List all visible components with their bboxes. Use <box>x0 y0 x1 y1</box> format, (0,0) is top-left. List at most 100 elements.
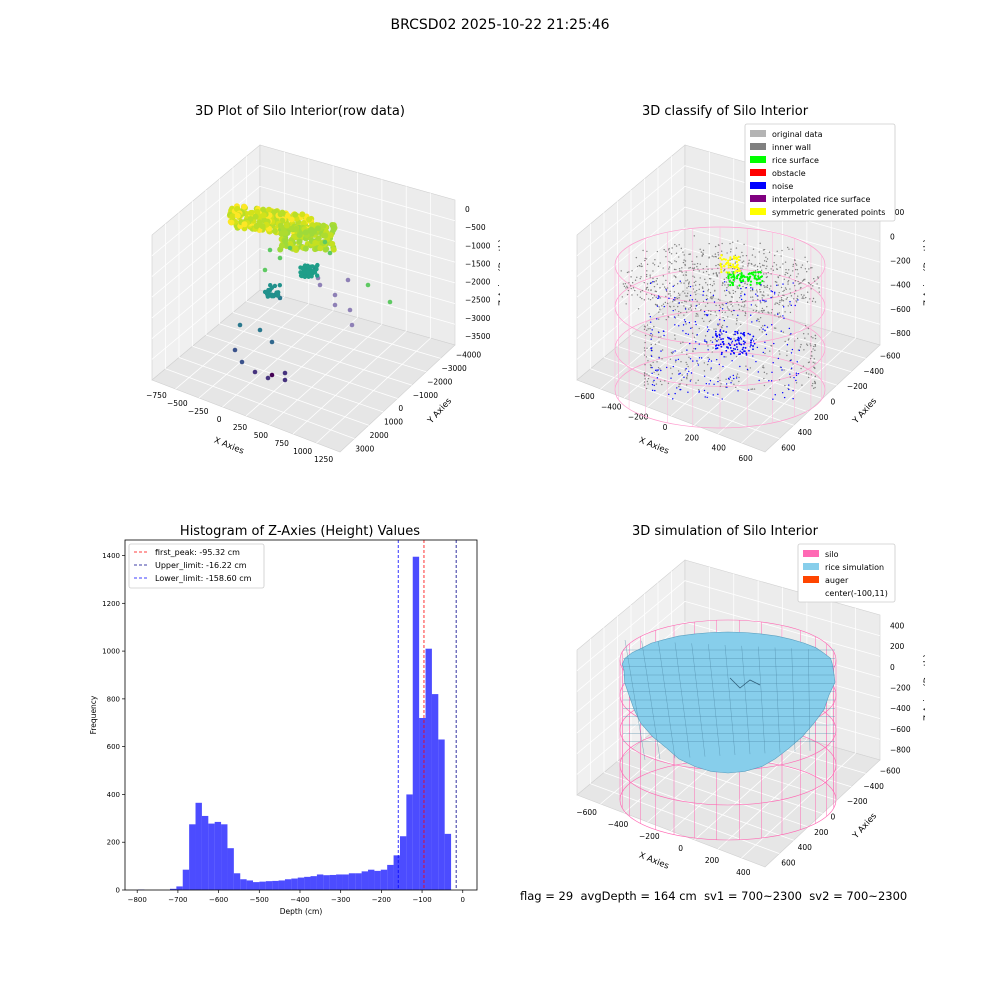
hist-bar <box>259 881 266 890</box>
p2-noise-point <box>730 349 733 352</box>
p2-rice-point <box>731 283 735 287</box>
p2-noise-point <box>721 351 723 354</box>
p2-wall-point <box>659 380 662 383</box>
p2-wall-point <box>636 265 639 268</box>
p2-wall-point <box>684 263 686 266</box>
p2-wall-point <box>726 252 728 254</box>
p2-wall-point <box>770 268 772 270</box>
p2-wall-point <box>657 318 660 320</box>
hist-x-tick: −300 <box>331 896 350 904</box>
p2-wall-point <box>664 380 666 382</box>
p2-wall-point <box>711 297 713 300</box>
p2-wall-point <box>792 265 794 267</box>
p2-wall-point <box>788 276 791 278</box>
p2-wall-point <box>809 343 811 345</box>
panel4-title: 3D simulation of Silo Interior <box>632 524 818 539</box>
p2-noise-point <box>752 345 754 347</box>
p2-noise-point <box>705 313 707 316</box>
p1-point <box>277 282 283 288</box>
p2-wall-point <box>765 273 767 275</box>
p2-wall-point <box>653 264 656 266</box>
p2-wall-point <box>685 274 687 276</box>
p2-wall-point <box>693 276 696 278</box>
p2-noise-point <box>719 319 721 321</box>
p2-wall-point <box>730 310 733 313</box>
p2-symmetric-point <box>725 271 728 274</box>
p2-noise-point <box>757 371 760 373</box>
p4-y-tick: 200 <box>814 828 829 837</box>
p1-point <box>257 327 263 333</box>
p2-noise-point <box>650 347 652 349</box>
p2-wall-point <box>766 306 768 308</box>
p2-symmetric-point <box>733 271 736 274</box>
p2-noise-point <box>670 377 672 379</box>
p2-wall-point <box>771 296 774 298</box>
p2-noise-point <box>695 305 697 307</box>
p2-wall-point <box>766 265 768 267</box>
p2-noise-point <box>737 336 740 339</box>
p2-wall-point <box>789 376 792 378</box>
p2-wall-point <box>644 259 646 262</box>
p2-noise-point <box>725 302 727 305</box>
p2-wall-point <box>676 283 679 285</box>
p2-wall-point <box>801 297 803 300</box>
p4-legend-swatch <box>803 576 819 583</box>
p2-wall-point <box>756 318 759 320</box>
hist-legend-label: first_peak: -95.32 cm <box>155 548 240 557</box>
p2-wall-point <box>789 303 791 305</box>
p2-noise-point <box>658 331 660 334</box>
p2-noise-point <box>734 339 737 342</box>
p2-wall-point <box>717 298 720 301</box>
p2-wall-point <box>740 292 742 295</box>
p2-wall-point <box>696 262 699 265</box>
p2-wall-point <box>785 298 788 300</box>
p1-point <box>282 377 288 383</box>
p2-symmetric-point <box>736 257 739 260</box>
p1-x-tick: −500 <box>167 399 188 408</box>
p2-noise-point <box>737 314 739 317</box>
p2-wall-point <box>643 384 646 386</box>
p2-noise-point <box>684 321 687 323</box>
p2-grid <box>694 324 808 426</box>
p1-grid <box>205 334 398 399</box>
p2-noise-point <box>728 344 731 346</box>
p1-point <box>327 250 333 256</box>
p2-wall-point <box>647 360 649 362</box>
p2-wall-point <box>650 343 652 346</box>
p2-wall-point <box>814 344 817 346</box>
p2-wall-point <box>774 327 777 329</box>
p2-wall-point <box>678 310 680 313</box>
hist-frame <box>124 539 478 891</box>
p2-wall-point <box>762 249 765 251</box>
p2-noise-point <box>698 357 701 359</box>
p2-wall-point <box>682 341 684 343</box>
p2-wall-point <box>720 326 723 328</box>
p2-wall-point <box>811 385 813 387</box>
p2-wall-point <box>776 302 779 305</box>
p2-wall-point <box>793 284 796 287</box>
p2-noise-point <box>792 397 794 400</box>
p2-wall-point <box>710 278 712 280</box>
p2-noise-point <box>764 324 766 327</box>
p2-wall-point <box>760 291 762 293</box>
p2-noise-point <box>678 373 680 375</box>
p2-wall-point <box>741 267 743 269</box>
p2-wall-point <box>712 347 714 349</box>
p2-noise-point <box>722 365 724 368</box>
p2-noise-point <box>688 370 690 372</box>
p1-xlabel: X Axies <box>212 436 245 457</box>
p2-symmetric-point <box>732 255 736 258</box>
p2-wall-point <box>729 301 731 303</box>
p2-wall-point <box>716 275 718 277</box>
p2-wall-point <box>695 280 697 283</box>
p2-wall-point <box>813 280 816 282</box>
p2-wall-point <box>784 261 787 263</box>
p1-z-tick: −3000 <box>465 314 491 323</box>
p2-wall-point <box>649 364 652 366</box>
p4-zlabel: Z Axies (Depth) <box>923 654 925 721</box>
p2-wall-point <box>665 255 667 258</box>
p2-wall-point <box>774 281 777 283</box>
p1-y-tick: −2000 <box>427 377 453 386</box>
p2-wall-point <box>640 265 643 268</box>
p2-symmetric-point <box>736 263 739 266</box>
